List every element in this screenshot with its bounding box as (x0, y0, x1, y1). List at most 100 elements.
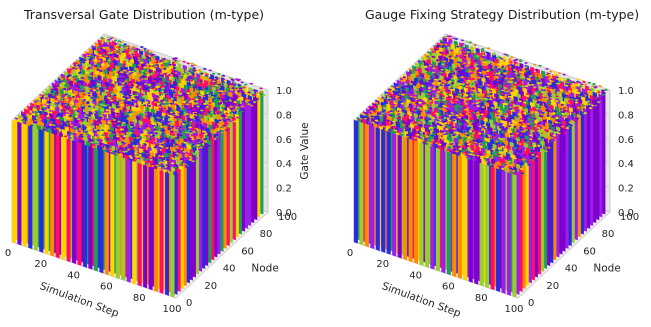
bar (55, 134, 60, 259)
bar-top (122, 123, 127, 126)
bar-top (126, 45, 131, 48)
bar-top (75, 69, 80, 72)
bar-top (190, 64, 195, 67)
bar-top (164, 92, 169, 95)
bar-top (142, 134, 147, 137)
bar-top (113, 102, 118, 105)
bar (419, 142, 424, 266)
bar-top (135, 144, 140, 148)
bar-top (150, 65, 155, 68)
bar-top (184, 131, 189, 134)
bar-top (113, 94, 118, 97)
bar-top (105, 110, 110, 113)
bar-top (125, 72, 130, 75)
bar-top (183, 113, 188, 116)
bar-top (217, 91, 222, 94)
bar-top (136, 127, 141, 130)
bar-top (89, 60, 94, 63)
bar-top (59, 77, 64, 80)
bar-top (132, 46, 137, 49)
bar-top (106, 96, 111, 99)
bar-top (233, 83, 238, 86)
bar-top (65, 106, 70, 109)
bar-top (49, 95, 54, 98)
bar-top (162, 132, 167, 135)
bar-top (141, 160, 146, 163)
bar-top (193, 115, 198, 118)
bar-top (88, 85, 93, 88)
bar-top (163, 151, 168, 154)
bar-top (196, 81, 201, 84)
bar-top (109, 99, 114, 102)
bar-top (224, 112, 229, 115)
bar-top (181, 73, 186, 76)
bar-top (103, 110, 108, 114)
bar-top (162, 67, 167, 70)
bar-top (219, 113, 224, 116)
bar-top (28, 112, 33, 115)
z-tick-label: 0.8 (276, 110, 292, 121)
bar-top (114, 115, 119, 118)
bar-top (179, 159, 184, 163)
bar-top (154, 65, 159, 68)
bar-top (81, 61, 86, 64)
bar-top (167, 122, 172, 125)
bar-top (173, 116, 178, 119)
bar-top (164, 114, 169, 117)
bar-top (76, 64, 81, 67)
bar-top (147, 104, 152, 108)
bar-top (222, 127, 227, 131)
bar-top (77, 140, 82, 143)
bar-top (97, 80, 102, 83)
bar-top (170, 135, 175, 138)
bar (386, 130, 391, 255)
bar-top (244, 100, 249, 103)
bar-top (87, 105, 92, 108)
bar-top (174, 126, 179, 130)
bar-top (100, 134, 105, 137)
bar (408, 138, 413, 263)
bar-top (181, 123, 186, 126)
bar-top (123, 113, 128, 116)
bar-top (154, 57, 159, 61)
y-tick-label: 80 (260, 229, 273, 240)
bar-top (137, 113, 142, 116)
bar-top (110, 93, 115, 96)
x-tick-label: 60 (100, 282, 113, 293)
bar-top (73, 126, 78, 129)
bar-top (160, 99, 165, 102)
bar-top (231, 79, 236, 82)
bar-top (98, 116, 103, 119)
bar-top (146, 74, 151, 77)
bar-top (165, 71, 170, 74)
z-tick-label: 0.4 (276, 159, 292, 170)
bar-top (142, 89, 147, 93)
bar-top (34, 110, 39, 114)
bar-top (138, 115, 143, 118)
bar-top (162, 167, 167, 170)
bar-top (51, 96, 56, 99)
bar (88, 145, 93, 270)
bar-top (128, 81, 133, 84)
bar-top (142, 79, 147, 82)
bar-top (115, 133, 120, 137)
bar-top (108, 41, 113, 44)
bar-top (40, 119, 45, 122)
bar-top (122, 84, 127, 87)
bar-top (191, 84, 196, 87)
bar-top (82, 98, 87, 102)
bar-top (152, 79, 157, 83)
bar-top (221, 104, 226, 108)
bar-top (75, 97, 80, 100)
bar-top (78, 119, 83, 122)
bar-top (116, 74, 121, 77)
bar-top (214, 133, 219, 136)
bar-top (118, 44, 123, 47)
bar-top (145, 162, 150, 165)
bar-top (93, 64, 98, 67)
y-tick-label: 20 (204, 281, 217, 292)
bar-top (94, 89, 99, 93)
bar-top (26, 114, 31, 118)
x-tick-label: 100 (504, 304, 523, 315)
bar-top (151, 92, 156, 96)
